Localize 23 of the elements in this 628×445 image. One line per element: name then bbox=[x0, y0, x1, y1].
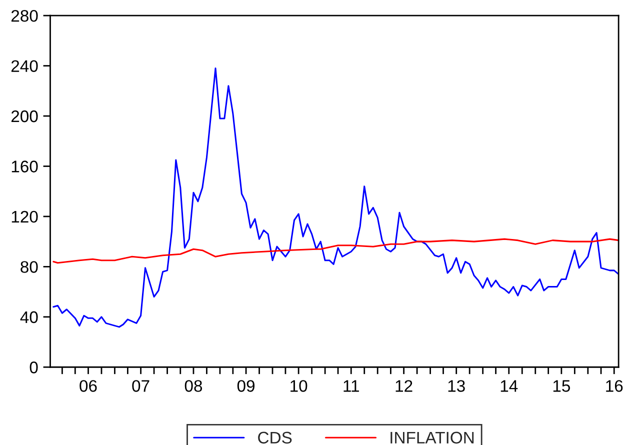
x-tick-label: 08 bbox=[184, 380, 202, 392]
y-tick-label: 80 bbox=[20, 261, 38, 273]
x-tick-label: 16 bbox=[606, 380, 623, 392]
x-tick-label: 10 bbox=[290, 380, 308, 392]
y-tick-label: 160 bbox=[12, 160, 38, 172]
x-tick-label: 13 bbox=[448, 380, 465, 392]
x-tick-label: 15 bbox=[553, 380, 570, 392]
legend-label: CDS bbox=[258, 432, 292, 444]
x-tick-label: 07 bbox=[132, 380, 150, 392]
y-tick-label: 240 bbox=[11, 60, 38, 72]
line-series bbox=[52, 68, 619, 328]
x-tick-label: 14 bbox=[500, 380, 518, 392]
x-tick-label: 11 bbox=[344, 380, 359, 392]
line-series bbox=[52, 238, 619, 264]
y-tick-label: 280 bbox=[11, 10, 38, 22]
y-tick-label: 120 bbox=[12, 210, 38, 223]
x-tick-label: 12 bbox=[396, 380, 412, 392]
y-tick-label: 40 bbox=[20, 311, 38, 324]
x-tick-label: 09 bbox=[237, 380, 254, 392]
y-tick-label: 0 bbox=[30, 362, 38, 374]
y-tick-label: 200 bbox=[11, 110, 38, 122]
legend-label: INFLATION bbox=[390, 432, 474, 444]
x-tick-label: 06 bbox=[80, 380, 97, 392]
